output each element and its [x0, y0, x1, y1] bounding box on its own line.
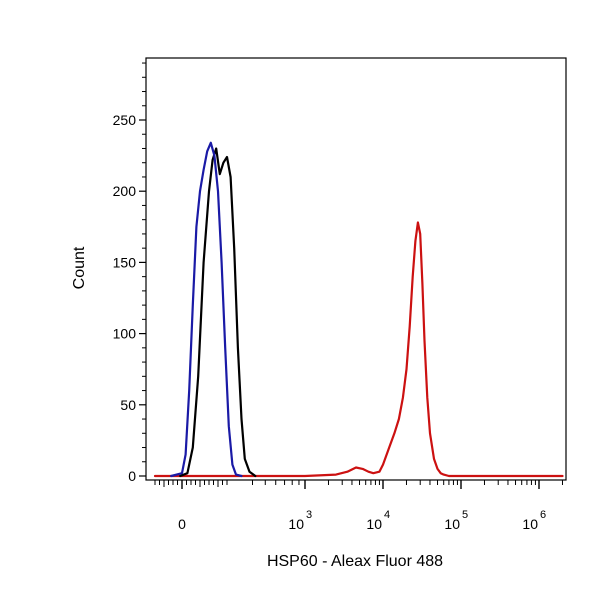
y-axis-ticks: 0 50 100 150 200 250: [113, 62, 146, 484]
x-tick-exponent: 5: [462, 509, 468, 521]
x-tick-label: 0: [178, 516, 186, 532]
x-tick-label: 10: [444, 516, 460, 532]
x-tick-exponent: 6: [540, 509, 546, 521]
y-tick-label: 200: [113, 183, 137, 199]
x-tick-label: 10: [366, 516, 382, 532]
x-tick-exponent: 3: [306, 509, 312, 521]
x-axis-title: HSP60 - Aleax Fluor 488: [267, 553, 443, 570]
series-line-2: [153, 221, 564, 478]
y-tick-label: 0: [128, 468, 136, 484]
y-axis-title: Count: [71, 246, 88, 289]
y-tick-label: 100: [113, 326, 137, 342]
x-tick-label: 10: [522, 516, 538, 532]
x-tick-exponent: 4: [384, 509, 390, 521]
y-tick-label: 150: [113, 254, 137, 270]
y-tick-label: 50: [120, 397, 136, 413]
x-tick-label: 10: [288, 516, 304, 532]
series-line-0: [170, 141, 243, 478]
series-layer: [153, 141, 564, 478]
plot-frame: [145, 57, 567, 481]
series-line-1: [179, 147, 257, 478]
y-tick-label: 250: [113, 112, 137, 128]
